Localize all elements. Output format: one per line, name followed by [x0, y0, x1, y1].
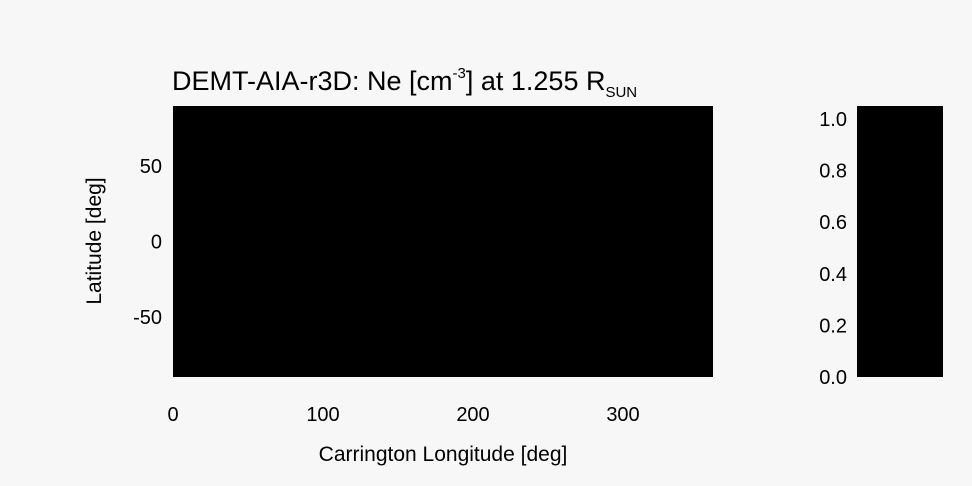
x-tick-label: 0 [167, 404, 178, 426]
colorbar [857, 106, 943, 377]
x-tick-label: 300 [606, 404, 639, 426]
chart-title-middle: ] at 1.255 R [466, 66, 606, 96]
y-tick-label: 0 [151, 232, 162, 254]
colorbar-tick-label: 1.0 [819, 109, 847, 131]
density-map [173, 106, 713, 377]
chart-title-subscript: SUN [605, 84, 637, 101]
x-tick-label: 100 [306, 404, 339, 426]
x-axis-ticks: 0 100 200 300 [167, 404, 639, 426]
colorbar-tick-label: 0.0 [819, 367, 847, 389]
y-axis-ticks: 50 0 -50 [133, 156, 162, 329]
x-axis-label: Carrington Longitude [deg] [319, 443, 568, 466]
colorbar-tick-label: 0.6 [819, 212, 847, 234]
y-axis-label: Latitude [deg] [83, 177, 106, 304]
chart-title: DEMT-AIA-r3D: Ne [cm-3] at 1.255 RSUN [172, 65, 637, 101]
y-tick-label: 50 [140, 156, 162, 178]
chart-title-prefix: DEMT-AIA-r3D: Ne [cm [172, 66, 453, 96]
y-tick-label: -50 [133, 307, 162, 329]
colorbar-ticks: 1.0 0.8 0.6 0.4 0.2 0.0 [819, 109, 847, 389]
colorbar-tick-label: 0.2 [819, 315, 847, 337]
colorbar-tick-label: 0.8 [819, 161, 847, 183]
colorbar-tick-label: 0.4 [819, 264, 847, 286]
chart-title-superscript: -3 [453, 65, 466, 82]
x-tick-label: 200 [456, 404, 489, 426]
